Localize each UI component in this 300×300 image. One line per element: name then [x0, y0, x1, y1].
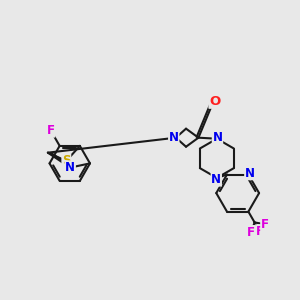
Text: N: N — [211, 173, 221, 186]
Text: N: N — [212, 131, 223, 144]
Text: F: F — [261, 218, 269, 231]
Text: N: N — [169, 130, 179, 144]
Text: N: N — [65, 161, 75, 174]
Text: F: F — [47, 124, 55, 137]
Text: F: F — [247, 226, 255, 239]
Text: O: O — [209, 95, 220, 108]
Text: S: S — [62, 154, 70, 167]
Text: F: F — [256, 225, 264, 238]
Text: N: N — [245, 167, 255, 180]
